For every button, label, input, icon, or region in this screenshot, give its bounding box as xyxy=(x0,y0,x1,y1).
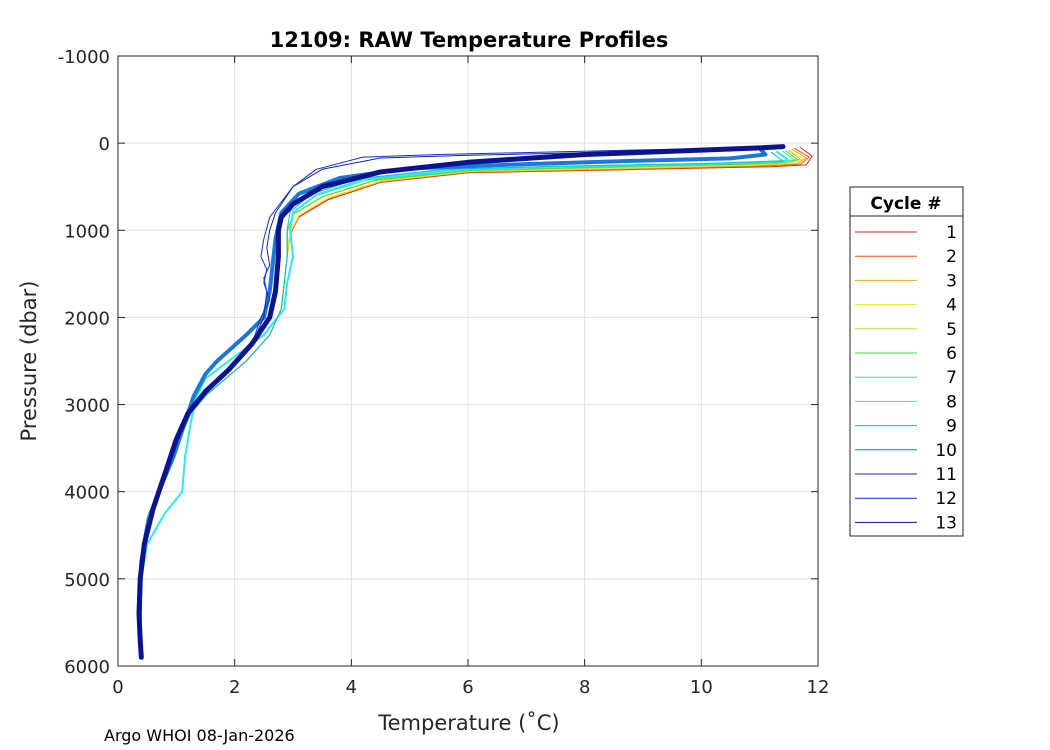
y-tick-label: 0 xyxy=(99,134,110,155)
x-tick-label: 12 xyxy=(807,677,830,698)
legend-label-cycle-1: 1 xyxy=(946,223,957,243)
y-tick-label: -1000 xyxy=(58,47,110,68)
x-tick-label: 8 xyxy=(579,677,590,698)
legend-label-cycle-12: 12 xyxy=(935,489,957,509)
y-tick-label: 1000 xyxy=(64,221,110,242)
x-tick-label: 10 xyxy=(690,677,713,698)
legend-box xyxy=(849,186,964,537)
legend-label-cycle-8: 8 xyxy=(946,392,957,412)
y-tick-label: 6000 xyxy=(64,657,110,678)
x-tick-label: 0 xyxy=(112,677,123,698)
x-axis-ticks: 0 2 4 6 8 10 12 xyxy=(112,56,829,698)
legend-label-cycle-2: 2 xyxy=(946,247,957,267)
legend-label-cycle-11: 11 xyxy=(935,465,957,485)
y-tick-label: 3000 xyxy=(64,396,110,417)
legend-label-cycle-6: 6 xyxy=(946,344,957,364)
chart-title: 12109: RAW Temperature Profiles xyxy=(270,28,669,52)
y-tick-label: 5000 xyxy=(64,570,110,591)
legend-label-cycle-7: 7 xyxy=(946,368,957,388)
y-tick-label: 2000 xyxy=(64,308,110,329)
data-series xyxy=(136,144,813,660)
legend-label-cycle-13: 13 xyxy=(935,513,957,533)
y-tick-label: 4000 xyxy=(64,483,110,504)
legend-label-cycle-10: 10 xyxy=(935,441,957,461)
y-axis-label: Pressure (dbar) xyxy=(17,281,41,442)
legend-title: Cycle # xyxy=(870,194,941,214)
x-tick-label: 2 xyxy=(229,677,240,698)
series-line-cycle-13 xyxy=(136,144,786,660)
x-axis-label: Temperature (˚C) xyxy=(377,711,559,735)
legend-label-cycle-3: 3 xyxy=(946,271,957,291)
legend-label-cycle-4: 4 xyxy=(946,296,957,316)
footer-credit: Argo WHOI 08-Jan-2026 xyxy=(104,726,295,745)
y-axis-ticks: -1000 0 1000 2000 3000 4000 5000 6000 xyxy=(58,47,818,678)
x-tick-label: 6 xyxy=(462,677,473,698)
legend-label-cycle-9: 9 xyxy=(946,417,957,437)
x-tick-label: 4 xyxy=(346,677,357,698)
legend-label-cycle-5: 5 xyxy=(946,320,957,340)
series-line-cycle-8 xyxy=(138,150,790,633)
